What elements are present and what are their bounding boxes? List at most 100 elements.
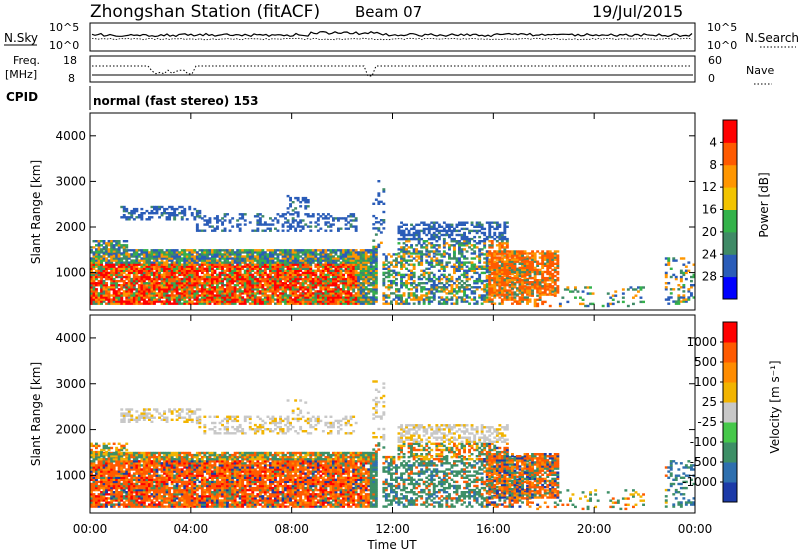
data-cell bbox=[357, 284, 361, 287]
data-cell bbox=[485, 283, 489, 286]
data-cell bbox=[374, 261, 378, 264]
data-cell bbox=[185, 282, 189, 285]
data-cell bbox=[238, 298, 242, 301]
data-cell bbox=[256, 253, 260, 256]
data-cell bbox=[228, 300, 232, 303]
data-cell bbox=[384, 255, 388, 258]
data-cell bbox=[417, 240, 421, 243]
nave-tick-high: 60 bbox=[708, 54, 722, 67]
data-cell bbox=[193, 275, 197, 279]
data-cell bbox=[442, 275, 446, 279]
data-cell bbox=[311, 255, 315, 258]
data-cell bbox=[120, 252, 124, 255]
data-cell bbox=[228, 269, 232, 272]
data-cell bbox=[349, 302, 353, 305]
data-cell bbox=[256, 259, 260, 262]
data-cell bbox=[256, 263, 260, 266]
data-cell bbox=[357, 259, 361, 262]
data-cell bbox=[442, 265, 446, 268]
data-cell bbox=[440, 253, 444, 256]
data-cell bbox=[422, 271, 426, 275]
data-cell bbox=[432, 225, 436, 228]
data-cell bbox=[115, 244, 119, 247]
data-cell bbox=[521, 252, 524, 255]
data-cell bbox=[208, 282, 212, 285]
data-cell bbox=[382, 292, 386, 295]
data-cell bbox=[183, 267, 187, 270]
data-cell bbox=[173, 255, 177, 258]
data-cell bbox=[422, 231, 426, 235]
data-cell bbox=[241, 249, 245, 252]
data-cell bbox=[538, 270, 542, 274]
data-cell bbox=[238, 302, 242, 305]
data-cell bbox=[518, 302, 522, 305]
data-cell bbox=[163, 302, 166, 305]
data-cell bbox=[221, 282, 224, 285]
data-cell bbox=[430, 250, 434, 253]
data-cell bbox=[415, 288, 419, 291]
data-cell bbox=[548, 304, 552, 308]
data-cell bbox=[286, 207, 290, 210]
data-cell bbox=[440, 296, 444, 299]
data-cell bbox=[243, 213, 247, 216]
data-cell bbox=[453, 288, 456, 291]
data-cell bbox=[364, 265, 368, 268]
data-cell bbox=[248, 253, 252, 256]
n-search-tick-high: 10^5 bbox=[707, 21, 737, 34]
data-cell bbox=[450, 229, 454, 233]
data-cell bbox=[551, 290, 555, 293]
data-cell bbox=[289, 251, 292, 254]
data-cell bbox=[372, 275, 376, 279]
data-cell bbox=[228, 267, 232, 270]
data-cell bbox=[395, 271, 398, 275]
data-cell bbox=[294, 257, 298, 260]
data-cell bbox=[140, 253, 144, 256]
data-cell bbox=[362, 279, 366, 283]
data-cell bbox=[195, 225, 199, 228]
data-cell bbox=[299, 201, 303, 204]
data-cell bbox=[173, 273, 177, 277]
data-cell bbox=[342, 253, 345, 256]
data-cell bbox=[581, 290, 585, 293]
data-cell bbox=[412, 257, 416, 260]
data-cell bbox=[382, 188, 386, 191]
data-cell bbox=[211, 249, 214, 252]
data-cell bbox=[435, 257, 439, 260]
data-cell bbox=[284, 284, 287, 287]
data-cell bbox=[203, 269, 207, 272]
data-cell bbox=[553, 254, 557, 257]
data-cell bbox=[400, 233, 403, 237]
data-cell bbox=[173, 296, 177, 299]
data-cell bbox=[521, 298, 524, 301]
data-cell bbox=[258, 271, 262, 275]
data-cell bbox=[445, 296, 449, 299]
data-cell bbox=[173, 218, 177, 221]
data-cell bbox=[233, 290, 237, 293]
data-cell bbox=[168, 216, 171, 219]
data-cell bbox=[316, 294, 320, 297]
data-cell bbox=[314, 259, 318, 262]
data-cell bbox=[127, 253, 131, 256]
data-cell bbox=[352, 302, 356, 305]
data-cell bbox=[548, 279, 552, 282]
data-cell bbox=[170, 263, 174, 266]
data-cell bbox=[435, 253, 439, 256]
data-cell bbox=[556, 270, 560, 274]
data-cell bbox=[256, 298, 260, 301]
data-cell bbox=[392, 269, 396, 272]
data-cell bbox=[321, 263, 325, 266]
data-cell bbox=[309, 265, 313, 268]
data-cell bbox=[271, 257, 275, 260]
data-cell bbox=[526, 291, 529, 294]
data-cell bbox=[354, 302, 358, 305]
data-cell bbox=[332, 271, 335, 275]
data-cell bbox=[251, 229, 255, 232]
data-cell bbox=[304, 253, 308, 256]
data-cell bbox=[455, 277, 459, 281]
data-cell bbox=[115, 253, 119, 256]
data-cell bbox=[450, 265, 454, 268]
data-cell bbox=[455, 292, 459, 295]
data-cell bbox=[332, 302, 335, 305]
data-cell bbox=[193, 261, 197, 264]
data-cell bbox=[115, 290, 119, 293]
